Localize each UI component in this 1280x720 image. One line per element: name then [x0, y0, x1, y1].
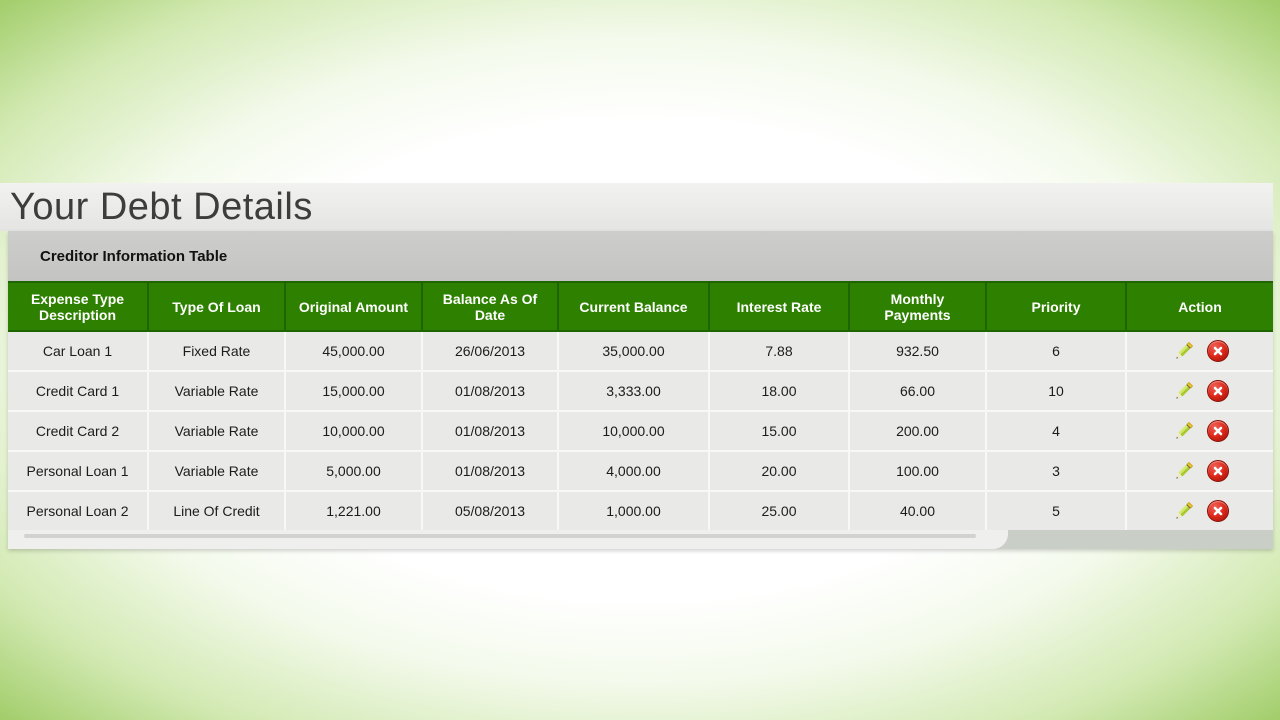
- creditor-panel: Creditor Information Table Expense Type …: [8, 231, 1273, 549]
- cell-action: [1125, 490, 1273, 530]
- edit-button[interactable]: [1172, 420, 1195, 443]
- cell-balance-as-of-date: 01/08/2013: [421, 370, 558, 411]
- table-row: Personal Loan 2 Line Of Credit 1,221.00 …: [8, 490, 1273, 530]
- cell-loan-type: Line Of Credit: [147, 490, 285, 530]
- column-header-priority: Priority: [985, 281, 1126, 332]
- pencil-icon: [1175, 341, 1193, 359]
- edit-button[interactable]: [1172, 340, 1195, 363]
- column-header-current-balance: Current Balance: [557, 281, 709, 332]
- cell-current-balance: 1,000.00: [557, 490, 709, 530]
- cell-priority: 6: [985, 331, 1126, 371]
- cell-monthly-payments: 932.50: [848, 331, 986, 371]
- cell-monthly-payments: 66.00: [848, 370, 986, 411]
- cell-expense-type: Credit Card 2: [8, 410, 148, 451]
- cell-interest-rate: 7.88: [708, 331, 849, 371]
- scrollbar-thumb[interactable]: [24, 534, 976, 538]
- page-title: Your Debt Details: [10, 186, 313, 228]
- column-header-loan-type: Type Of Loan: [147, 281, 285, 332]
- cell-loan-type: Variable Rate: [147, 410, 285, 451]
- cell-loan-type: Fixed Rate: [147, 331, 285, 371]
- cell-action: [1125, 370, 1273, 411]
- delete-icon: [1206, 380, 1229, 402]
- cell-original-amount: 1,221.00: [284, 490, 422, 530]
- column-header-balance-as-of-date: Balance As Of Date: [421, 281, 558, 332]
- cell-interest-rate: 18.00: [708, 370, 849, 411]
- cell-monthly-payments: 40.00: [848, 490, 986, 530]
- cell-action: [1125, 450, 1273, 491]
- column-header-monthly-payments: Monthly Payments: [848, 281, 986, 332]
- cell-priority: 5: [985, 490, 1126, 530]
- edit-button[interactable]: [1172, 380, 1195, 403]
- delete-icon: [1206, 420, 1229, 442]
- delete-button[interactable]: [1206, 500, 1229, 522]
- table-row: Credit Card 1 Variable Rate 15,000.00 01…: [8, 370, 1273, 411]
- cell-balance-as-of-date: 05/08/2013: [421, 490, 558, 530]
- pencil-icon: [1175, 421, 1193, 439]
- table-row: Car Loan 1 Fixed Rate 45,000.00 26/06/20…: [8, 331, 1273, 371]
- cell-original-amount: 5,000.00: [284, 450, 422, 491]
- delete-icon: [1206, 500, 1229, 522]
- cell-action: [1125, 331, 1273, 371]
- cell-balance-as-of-date: 26/06/2013: [421, 331, 558, 371]
- panel-header-title: Creditor Information Table: [40, 247, 228, 265]
- cell-monthly-payments: 100.00: [848, 450, 986, 491]
- edit-button[interactable]: [1172, 460, 1195, 483]
- cell-loan-type: Variable Rate: [147, 450, 285, 491]
- delete-icon: [1206, 460, 1229, 482]
- cell-original-amount: 15,000.00: [284, 370, 422, 411]
- delete-button[interactable]: [1206, 340, 1229, 362]
- pencil-icon: [1175, 501, 1193, 519]
- cell-interest-rate: 15.00: [708, 410, 849, 451]
- delete-button[interactable]: [1206, 460, 1229, 482]
- cell-expense-type: Credit Card 1: [8, 370, 148, 411]
- column-header-expense-type: Expense Type Description: [8, 281, 148, 332]
- delete-button[interactable]: [1206, 380, 1229, 402]
- cell-original-amount: 45,000.00: [284, 331, 422, 371]
- cell-current-balance: 3,333.00: [557, 370, 709, 411]
- cell-original-amount: 10,000.00: [284, 410, 422, 451]
- page-title-bar: Your Debt Details: [0, 183, 1273, 231]
- cell-action: [1125, 410, 1273, 451]
- table-row: Personal Loan 1 Variable Rate 5,000.00 0…: [8, 450, 1273, 491]
- cell-priority: 10: [985, 370, 1126, 411]
- cell-priority: 4: [985, 410, 1126, 451]
- content-area: Your Debt Details Creditor Information T…: [0, 183, 1273, 549]
- panel-header: Creditor Information Table: [8, 231, 1273, 281]
- column-header-interest-rate: Interest Rate: [708, 281, 849, 332]
- cell-expense-type: Personal Loan 1: [8, 450, 148, 491]
- table-row: Credit Card 2 Variable Rate 10,000.00 01…: [8, 410, 1273, 451]
- cell-current-balance: 10,000.00: [557, 410, 709, 451]
- edit-button[interactable]: [1172, 500, 1195, 523]
- pencil-icon: [1175, 381, 1193, 399]
- cell-loan-type: Variable Rate: [147, 370, 285, 411]
- cell-priority: 3: [985, 450, 1126, 491]
- cell-current-balance: 4,000.00: [557, 450, 709, 491]
- cell-balance-as-of-date: 01/08/2013: [421, 410, 558, 451]
- cell-interest-rate: 25.00: [708, 490, 849, 530]
- column-header-action: Action: [1125, 281, 1273, 332]
- column-header-original-amount: Original Amount: [284, 281, 422, 332]
- cell-expense-type: Personal Loan 2: [8, 490, 148, 530]
- table-footer-strip: [8, 530, 1273, 549]
- delete-icon: [1206, 340, 1229, 362]
- cell-interest-rate: 20.00: [708, 450, 849, 491]
- pencil-icon: [1175, 461, 1193, 479]
- cell-current-balance: 35,000.00: [557, 331, 709, 371]
- table-header-row: Expense Type Description Type Of Loan Or…: [8, 281, 1273, 332]
- cell-expense-type: Car Loan 1: [8, 331, 148, 371]
- creditor-table: Expense Type Description Type Of Loan Or…: [8, 281, 1273, 530]
- table-body: Car Loan 1 Fixed Rate 45,000.00 26/06/20…: [8, 331, 1273, 530]
- cell-monthly-payments: 200.00: [848, 410, 986, 451]
- cell-balance-as-of-date: 01/08/2013: [421, 450, 558, 491]
- horizontal-scrollbar[interactable]: [8, 530, 1008, 549]
- delete-button[interactable]: [1206, 420, 1229, 442]
